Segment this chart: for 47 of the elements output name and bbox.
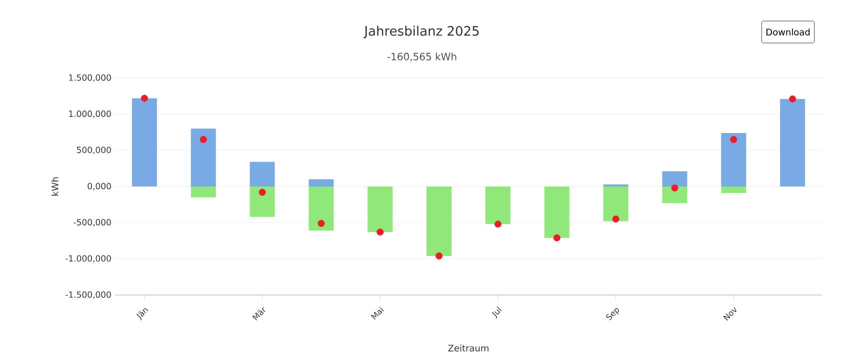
point (376, 228, 384, 236)
y-tick-label: 1.500,000 (69, 74, 111, 82)
point (612, 216, 620, 223)
bar (721, 186, 746, 194)
x-tick-label: Mai (370, 306, 384, 320)
bar (603, 186, 628, 222)
point (318, 220, 325, 227)
bar (308, 179, 334, 186)
point (436, 252, 443, 260)
bar (132, 98, 157, 186)
point (553, 234, 560, 242)
bar (662, 186, 688, 204)
bar (780, 98, 806, 186)
x-tick-label: Mär (252, 307, 266, 320)
bar (368, 186, 393, 232)
point (494, 220, 502, 228)
y-tick-label: 1.000,000 (69, 110, 111, 118)
y-tick-label: 500,000 (76, 146, 111, 154)
chart-title: Jahresbilanz 2025 (364, 26, 479, 38)
point (730, 136, 738, 143)
y-tick-label: -500,000 (74, 219, 111, 226)
bar (250, 162, 275, 186)
point (258, 188, 266, 196)
x-tick-label: Nov (723, 307, 736, 321)
bar (721, 132, 746, 186)
point (140, 94, 148, 102)
y-axis-title: kWh (51, 177, 58, 196)
bar (544, 186, 570, 238)
x-tick-label: Jul (492, 306, 502, 319)
x-tick-label: Sep (606, 308, 619, 320)
bar (190, 128, 216, 186)
point (200, 136, 207, 143)
chart-subtitle: -160,565 kWh (387, 52, 456, 62)
y-tick-label: 0,000 (88, 182, 111, 190)
text: Download (766, 28, 810, 36)
y-tick-label: -1.500,000 (66, 291, 111, 299)
bar (308, 186, 334, 231)
y-tick-label: -1.000,000 (66, 255, 111, 262)
point (789, 95, 796, 102)
bar (426, 186, 452, 256)
x-tick-label: Jän (136, 308, 148, 320)
bar (250, 186, 275, 217)
bar (662, 171, 688, 186)
x-axis-title: Zeitraum (448, 344, 488, 352)
bar (485, 186, 510, 224)
bar (190, 186, 216, 198)
point (671, 184, 678, 192)
